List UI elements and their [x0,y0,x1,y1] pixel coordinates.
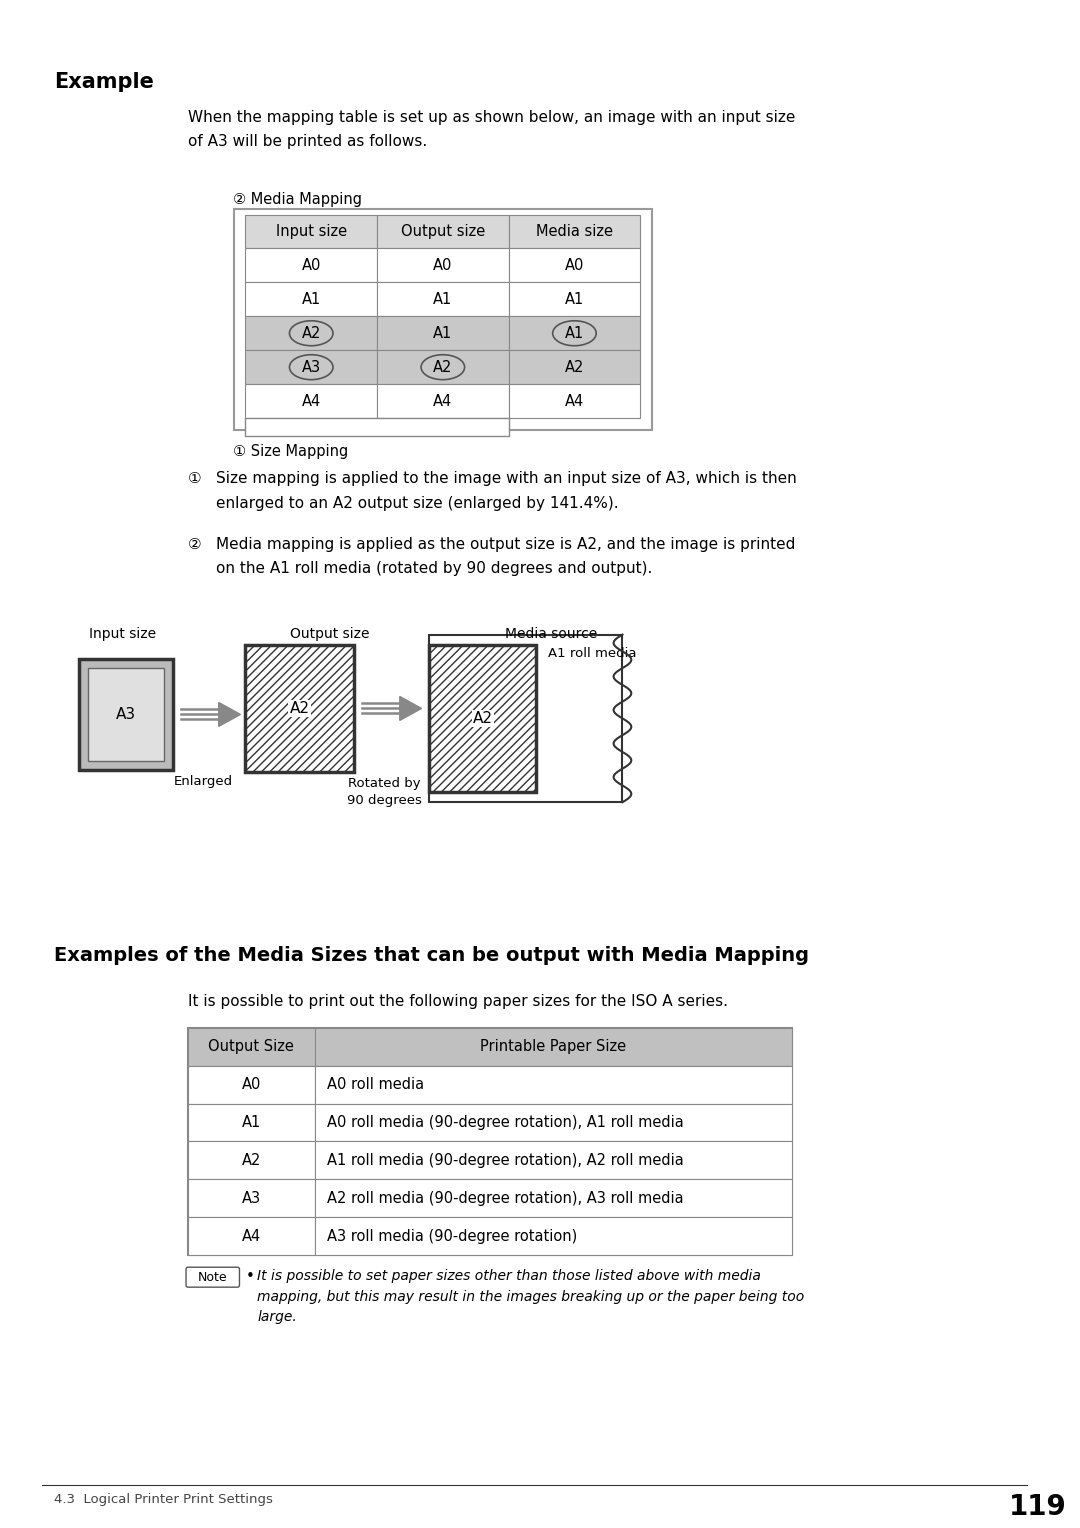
Text: A3: A3 [301,359,321,374]
Text: 119: 119 [1010,1493,1067,1520]
Text: Note: Note [198,1271,228,1284]
Text: •: • [245,1270,254,1284]
Text: Media source: Media source [504,626,597,640]
Text: Input size: Input size [89,626,157,640]
Text: Example: Example [54,72,154,92]
Text: A0: A0 [242,1077,261,1093]
Text: Output size: Output size [401,225,485,238]
Text: A2: A2 [565,359,584,374]
Text: Media mapping is applied as the output size is A2, and the image is printed
on t: Media mapping is applied as the output s… [216,536,795,576]
Text: A1: A1 [433,325,453,341]
Bar [188,1028,314,1065]
Text: A4: A4 [433,394,453,408]
Text: A2: A2 [289,701,310,717]
Text: A0 roll media (90-degree rotation), A1 roll media: A0 roll media (90-degree rotation), A1 r… [326,1115,684,1131]
Bar [430,645,537,792]
Bar [188,1218,314,1254]
Text: Examples of the Media Sizes that can be output with Media Mapping: Examples of the Media Sizes that can be … [54,946,809,964]
Polygon shape [218,703,241,726]
Bar [245,283,377,316]
Text: A2: A2 [301,325,321,341]
Text: A4: A4 [301,394,321,408]
Text: A4: A4 [242,1229,261,1244]
Bar [233,208,652,429]
Bar [188,1141,314,1180]
Text: Enlarged: Enlarged [173,775,232,788]
Bar [245,645,354,772]
Text: It is possible to print out the following paper sizes for the ISO A series.: It is possible to print out the followin… [188,993,728,1008]
Bar [509,249,640,283]
Text: A1: A1 [565,325,584,341]
Text: ① Size Mapping: ① Size Mapping [232,445,348,458]
Text: It is possible to set paper sizes other than those listed above with media
mappi: It is possible to set paper sizes other … [257,1270,805,1325]
Bar [188,1180,314,1218]
Bar [245,419,509,435]
Bar [245,384,377,419]
Bar [509,384,640,419]
Text: A3: A3 [242,1190,261,1206]
Text: A4: A4 [565,394,584,408]
Text: A1: A1 [301,292,321,307]
Text: A2 roll media (90-degree rotation), A3 roll media: A2 roll media (90-degree rotation), A3 r… [326,1190,684,1206]
Bar [377,214,509,249]
Text: A0 roll media: A0 roll media [326,1077,423,1093]
Text: ①: ① [188,471,202,486]
Bar [188,1065,314,1103]
Bar [89,668,164,761]
Text: A0: A0 [301,258,321,274]
Bar [377,384,509,419]
Text: A1 roll media: A1 roll media [549,646,637,660]
Bar [314,1141,792,1180]
Text: A2: A2 [433,359,453,374]
Bar [509,283,640,316]
Bar [314,1218,792,1254]
Bar [245,214,377,249]
Text: Size mapping is applied to the image with an input size of A3, which is then
enl: Size mapping is applied to the image wit… [216,471,796,510]
Bar [377,350,509,384]
Bar [314,1180,792,1218]
Bar [245,316,377,350]
Text: Rotated by
90 degrees: Rotated by 90 degrees [347,778,421,807]
Text: Output size: Output size [289,626,369,640]
Bar [430,634,622,802]
Bar [314,1103,792,1141]
Text: ②: ② [188,536,202,552]
Text: A1 roll media (90-degree rotation), A2 roll media: A1 roll media (90-degree rotation), A2 r… [326,1154,684,1167]
Bar [509,214,640,249]
Text: A0: A0 [565,258,584,274]
Bar [188,1103,314,1141]
Text: A2: A2 [473,711,492,726]
Bar [377,316,509,350]
Bar [509,316,640,350]
Bar [79,659,173,770]
Text: When the mapping table is set up as shown below, an image with an input size
of : When the mapping table is set up as show… [188,110,795,150]
Text: ② Media Mapping: ② Media Mapping [232,191,362,206]
Polygon shape [400,697,421,720]
Text: Media size: Media size [536,225,613,238]
Bar [377,283,509,316]
Bar [377,249,509,283]
FancyBboxPatch shape [186,1267,240,1287]
Text: 4.3  Logical Printer Print Settings: 4.3 Logical Printer Print Settings [54,1493,273,1505]
Text: Output Size: Output Size [208,1039,294,1054]
Text: A1: A1 [242,1115,261,1131]
Text: Input size: Input size [275,225,347,238]
Bar [245,249,377,283]
Text: A1: A1 [565,292,584,307]
Text: A3: A3 [117,707,136,721]
Text: A0: A0 [433,258,453,274]
Text: A2: A2 [242,1154,261,1167]
Bar [314,1065,792,1103]
Bar [509,350,640,384]
Bar [245,350,377,384]
Bar [314,1028,792,1065]
Text: A3 roll media (90-degree rotation): A3 roll media (90-degree rotation) [326,1229,577,1244]
Bar [188,1028,792,1254]
Text: Printable Paper Size: Printable Paper Size [481,1039,626,1054]
Text: A1: A1 [433,292,453,307]
